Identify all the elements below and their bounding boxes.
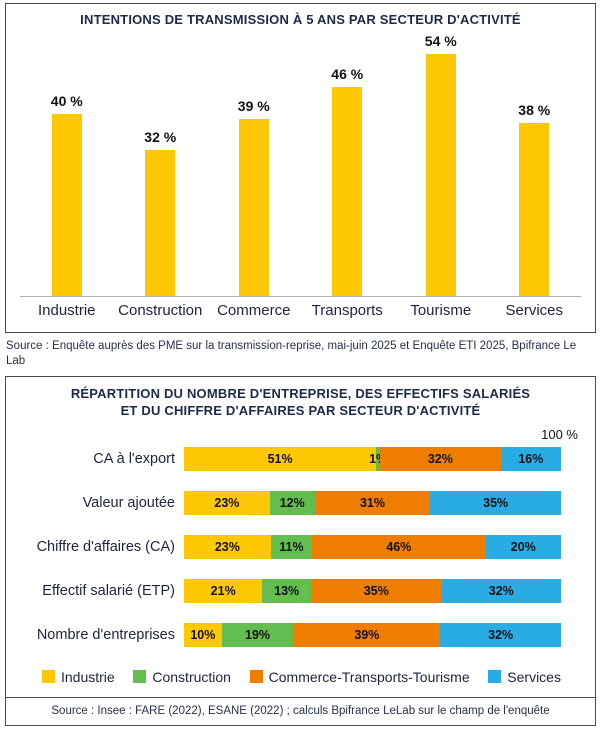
chart2-title: RÉPARTITION DU NOMBRE D'ENTREPRISE, DES … — [6, 386, 595, 420]
legend-item: Construction — [133, 669, 231, 685]
transmission-chart-panel: INTENTIONS DE TRANSMISSION À 5 ANS PAR S… — [5, 3, 596, 333]
segment: 11% — [270, 534, 313, 559]
segment: 46% — [312, 534, 486, 559]
legend-item: Commerce-Transports-Tourisme — [249, 668, 470, 685]
row-label: CA à l'export — [93, 450, 175, 467]
legend: Industrie Construction Commerce-Transports… — [6, 667, 595, 685]
repartition-chart-panel: RÉPARTITION DU NOMBRE D'ENTREPRISE, DES … — [5, 375, 596, 726]
chart2-title-line2: ET DU CHIFFRE D'AFFAIRES PAR SECTEUR D'A… — [120, 402, 481, 418]
stacked-bar: 23% 11% 46% 20% — [184, 534, 561, 559]
bar-value-label: 40 % — [50, 92, 83, 109]
stacked-bar: 51% 1% 32% 16% — [184, 446, 561, 471]
category-label: Transports — [311, 301, 383, 319]
legend-label: Commerce-Transports-Tourisme — [268, 668, 470, 685]
bar-column: 39 % — [207, 33, 301, 296]
stacked-bar-row: CA à l'export 51% 1% 32% 16% — [16, 446, 561, 471]
bar-chart-category-axis: Industrie Construction Commerce Transports T… — [20, 297, 581, 319]
chart1-title: INTENTIONS DE TRANSMISSION À 5 ANS PAR S… — [80, 12, 521, 27]
segment: 20% — [485, 534, 561, 559]
segment: 35% — [310, 578, 442, 603]
legend-swatch — [133, 670, 147, 684]
stacked-bar-row: Effectif salarié (ETP) 21% 13% 35% 32% — [16, 578, 562, 603]
segment: 21% — [184, 578, 263, 603]
legend-label: Services — [507, 668, 561, 685]
bar-column: 32 % — [114, 33, 208, 296]
legend-swatch — [249, 670, 263, 684]
segment: 16% — [500, 446, 561, 471]
row-label: Chiffre d'affaires (CA) — [36, 538, 175, 555]
stacked-bar-rows: CA à l'export 51% 1% 32% 16% Valeur ajoutée 23… — [6, 446, 595, 647]
segment: 19% — [221, 622, 294, 647]
bar-column: 40 % — [20, 33, 114, 296]
category-label: Services — [505, 301, 564, 319]
segment: 23% — [184, 490, 270, 515]
legend-swatch — [488, 670, 502, 684]
stacked-bar: 21% 13% 35% 32% — [184, 578, 562, 603]
chart2-source: Source : Insee : FARE (2022), ESANE (202… — [6, 696, 595, 725]
segment: 23% — [184, 534, 271, 559]
legend-swatch — [42, 670, 55, 684]
bar-value-label: 54 % — [424, 32, 457, 49]
segment: 31% — [314, 490, 431, 515]
bar-column: 38 % — [488, 33, 582, 296]
legend-label: Construction — [152, 668, 231, 685]
segment: 32% — [380, 446, 501, 471]
row-label: Effectif salarié (ETP) — [42, 582, 175, 599]
stacked-bar: 23% 12% 31% 35% — [184, 490, 561, 515]
row-label: Valeur ajoutée — [82, 494, 175, 511]
bar — [332, 86, 363, 296]
bar-value-label: 38 % — [518, 101, 551, 118]
bar-value-label: 39 % — [237, 97, 270, 114]
segment: 32% — [440, 622, 561, 647]
legend-item: Industrie — [42, 669, 115, 685]
category-label: Tourisme — [410, 301, 472, 319]
bar — [238, 118, 269, 296]
segment: 39% — [293, 622, 441, 647]
segment: 35% — [430, 490, 561, 515]
bar-column: 46 % — [301, 33, 395, 296]
segment: 51% — [184, 446, 377, 471]
category-label: Construction — [118, 301, 203, 319]
segment: 12% — [269, 490, 315, 515]
segment: 10% — [184, 622, 222, 647]
bar-column: 54 % — [394, 33, 488, 296]
segment: 32% — [441, 578, 562, 603]
chart2-title-line1: RÉPARTITION DU NOMBRE D'ENTREPRISE, DES … — [70, 385, 531, 401]
stacked-bar-row: Chiffre d'affaires (CA) 23% 11% 46% 20% — [16, 534, 561, 559]
chart1-source: Source : Enquête auprès des PME sur la t… — [6, 340, 577, 367]
axis-max-label: 100 % — [541, 426, 578, 442]
bar-value-label: 32 % — [144, 128, 177, 145]
bar — [51, 113, 82, 296]
bar-value-label: 46 % — [331, 65, 364, 82]
bar — [519, 122, 550, 296]
row-label: Nombre d'entreprises — [36, 626, 175, 643]
stacked-bar-row: Valeur ajoutée 23% 12% 31% 35% — [16, 490, 561, 515]
bar — [145, 149, 176, 296]
category-label: Industrie — [37, 301, 96, 319]
stacked-bar-row: Nombre d'entreprises 10% 19% 39% 32% — [16, 622, 561, 647]
legend-item: Services — [488, 669, 561, 685]
segment: 13% — [262, 578, 311, 603]
legend-label: Industrie — [61, 668, 115, 685]
stacked-bar: 10% 19% 39% 32% — [184, 622, 561, 647]
category-label: Commerce — [217, 301, 291, 319]
bar — [425, 53, 456, 296]
bar-chart-plot: 40 % 32 % 39 % 46 % 54 % 38 % — [20, 33, 581, 297]
